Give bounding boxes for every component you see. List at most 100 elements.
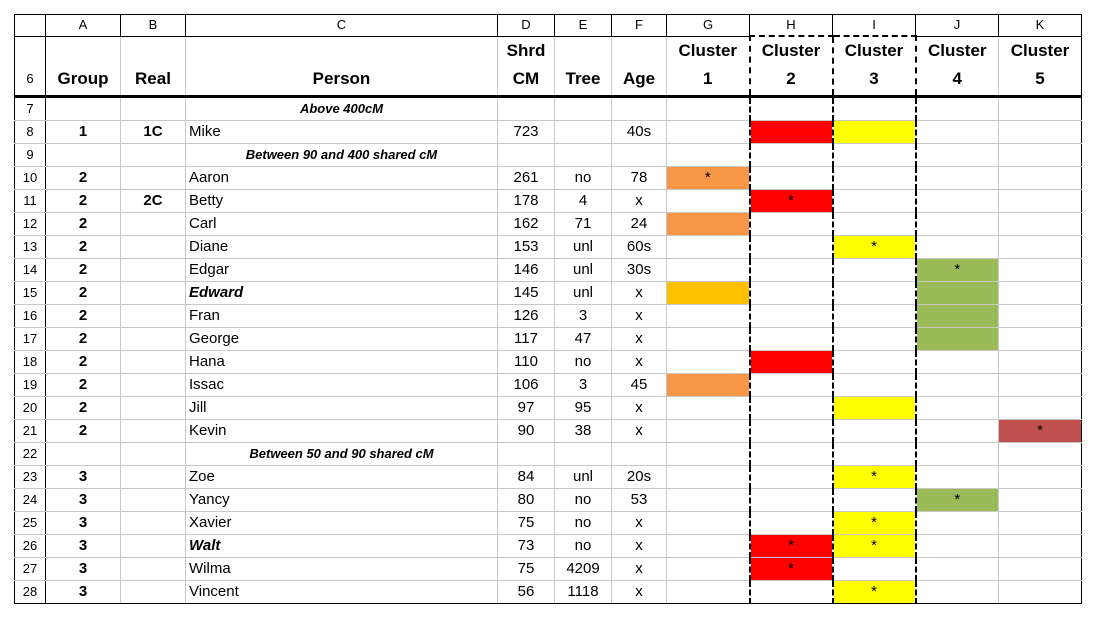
cluster-3-cell[interactable] <box>831 281 917 305</box>
tree-cell[interactable]: 71 <box>554 212 612 236</box>
cluster-4-cell[interactable] <box>915 373 999 397</box>
row-header[interactable]: 8 <box>14 120 46 144</box>
tree-cell[interactable]: no <box>554 534 612 558</box>
cluster-2-cell[interactable] <box>748 396 833 420</box>
cluster-5-cell[interactable] <box>998 511 1082 535</box>
tree-cell[interactable] <box>554 442 612 466</box>
age-cell[interactable]: x <box>611 281 667 305</box>
person-cell[interactable]: Walt <box>185 534 498 558</box>
person-cell[interactable]: Betty <box>185 189 498 213</box>
group-cell[interactable]: 2 <box>45 327 121 351</box>
cluster-1-cell[interactable]: * <box>666 166 750 190</box>
row-header[interactable]: 27 <box>14 557 46 581</box>
age-cell[interactable]: 30s <box>611 258 667 282</box>
group-cell[interactable]: 1 <box>45 120 121 144</box>
cluster-5-cell[interactable] <box>998 96 1082 121</box>
person-cell[interactable]: Edgar <box>185 258 498 282</box>
row-header[interactable]: 12 <box>14 212 46 236</box>
real-cell[interactable] <box>120 212 186 236</box>
cluster-2-cell[interactable] <box>748 488 833 512</box>
real-cell[interactable] <box>120 327 186 351</box>
tree-cell[interactable]: no <box>554 488 612 512</box>
cluster-2-cell[interactable] <box>748 442 833 466</box>
cluster-5-cell[interactable] <box>998 281 1082 305</box>
tree-cell[interactable] <box>554 96 612 121</box>
cm-cell[interactable]: 106 <box>497 373 555 397</box>
select-all-corner[interactable] <box>14 14 46 37</box>
tree-cell[interactable]: unl <box>554 281 612 305</box>
person-cell[interactable]: Diane <box>185 235 498 259</box>
cm-cell[interactable] <box>497 143 555 167</box>
row-header[interactable]: 9 <box>14 143 46 167</box>
cluster-4-cell[interactable] <box>915 419 999 443</box>
cluster-1-cell[interactable] <box>666 304 750 328</box>
cluster-2-cell[interactable] <box>748 419 833 443</box>
cm-cell[interactable]: 84 <box>497 465 555 489</box>
cluster-3-cell[interactable] <box>831 120 917 144</box>
cluster-1-cell[interactable] <box>666 488 750 512</box>
cluster-3-cell[interactable] <box>831 419 917 443</box>
real-cell[interactable] <box>120 442 186 466</box>
age-cell[interactable]: 78 <box>611 166 667 190</box>
cluster-2-cell[interactable] <box>748 166 833 190</box>
age-cell[interactable]: x <box>611 419 667 443</box>
cluster-5-cell[interactable] <box>998 442 1082 466</box>
cluster-3-cell[interactable] <box>831 396 917 420</box>
shrd-cm-header-cell[interactable]: Shrd CM <box>497 35 555 98</box>
group-cell[interactable]: 3 <box>45 557 121 581</box>
column-header-f[interactable]: F <box>611 14 667 37</box>
tree-cell[interactable]: unl <box>554 235 612 259</box>
row-header[interactable]: 24 <box>14 488 46 512</box>
cluster-3-header-cell[interactable]: Cluster 3 <box>831 35 917 98</box>
real-cell[interactable] <box>120 396 186 420</box>
group-cell[interactable]: 2 <box>45 304 121 328</box>
cluster-2-cell[interactable]: * <box>748 189 833 213</box>
group-cell[interactable] <box>45 442 121 466</box>
tree-cell[interactable] <box>554 120 612 144</box>
cluster-1-cell[interactable] <box>666 327 750 351</box>
age-cell[interactable]: 60s <box>611 235 667 259</box>
cluster-5-cell[interactable]: * <box>998 419 1082 443</box>
cm-cell[interactable]: 178 <box>497 189 555 213</box>
tree-header-cell[interactable]: Tree <box>554 35 612 98</box>
cluster-2-cell[interactable] <box>748 258 833 282</box>
tree-cell[interactable]: 95 <box>554 396 612 420</box>
column-header-k[interactable]: K <box>998 14 1082 37</box>
tree-cell[interactable]: 47 <box>554 327 612 351</box>
column-header-a[interactable]: A <box>45 14 121 37</box>
cluster-4-cell[interactable] <box>915 212 999 236</box>
section-label-cell[interactable]: Above 400cM <box>185 96 498 121</box>
column-header-i[interactable]: I <box>832 14 916 37</box>
age-cell[interactable]: x <box>611 557 667 581</box>
age-cell[interactable]: x <box>611 511 667 535</box>
cluster-3-cell[interactable] <box>831 488 917 512</box>
cm-cell[interactable]: 75 <box>497 511 555 535</box>
cluster-3-cell[interactable] <box>831 143 917 167</box>
real-cell[interactable]: 1C <box>120 120 186 144</box>
cluster-5-cell[interactable] <box>998 396 1082 420</box>
cluster-3-cell[interactable] <box>831 258 917 282</box>
cluster-1-cell[interactable] <box>666 534 750 558</box>
age-cell[interactable]: x <box>611 534 667 558</box>
row-header[interactable]: 20 <box>14 396 46 420</box>
cluster-2-cell[interactable] <box>748 143 833 167</box>
cm-cell[interactable]: 90 <box>497 419 555 443</box>
age-cell[interactable] <box>611 96 667 121</box>
cluster-3-cell[interactable] <box>831 373 917 397</box>
age-cell[interactable]: x <box>611 189 667 213</box>
row-header[interactable]: 25 <box>14 511 46 535</box>
real-cell[interactable] <box>120 258 186 282</box>
cluster-5-cell[interactable] <box>998 580 1082 604</box>
cm-cell[interactable]: 723 <box>497 120 555 144</box>
real-cell[interactable] <box>120 580 186 604</box>
age-cell[interactable]: 40s <box>611 120 667 144</box>
cluster-5-cell[interactable] <box>998 166 1082 190</box>
cluster-5-cell[interactable] <box>998 212 1082 236</box>
age-cell[interactable]: 24 <box>611 212 667 236</box>
cluster-5-cell[interactable] <box>998 120 1082 144</box>
cluster-2-cell[interactable] <box>748 235 833 259</box>
column-header-h[interactable]: H <box>749 14 833 37</box>
cm-cell[interactable]: 75 <box>497 557 555 581</box>
column-header-d[interactable]: D <box>497 14 555 37</box>
age-cell[interactable] <box>611 442 667 466</box>
